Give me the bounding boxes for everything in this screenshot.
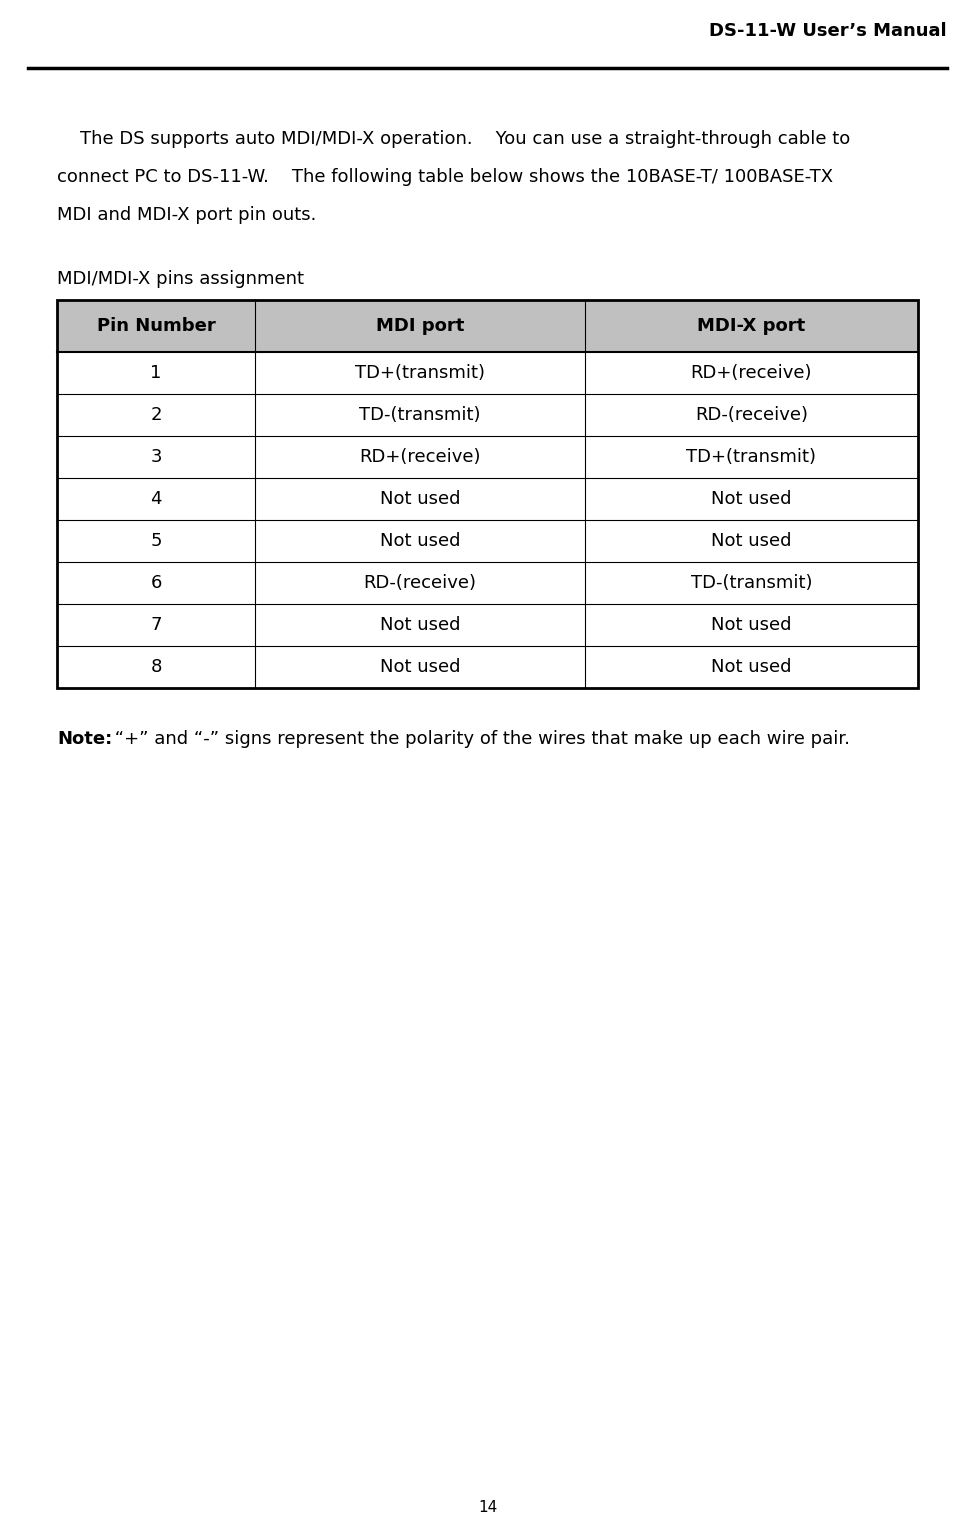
Text: Not used: Not used	[711, 532, 792, 550]
Text: RD+(receive): RD+(receive)	[359, 448, 481, 466]
Text: 2: 2	[150, 407, 162, 424]
Text: 6: 6	[150, 573, 162, 592]
Text: 14: 14	[478, 1500, 497, 1515]
Text: Not used: Not used	[711, 657, 792, 676]
Text: 7: 7	[150, 616, 162, 635]
Text: Not used: Not used	[379, 532, 460, 550]
Text: TD+(transmit): TD+(transmit)	[686, 448, 816, 466]
Text: DS-11-W User’s Manual: DS-11-W User’s Manual	[710, 21, 947, 40]
Bar	[57, 300, 918, 352]
Text: MDI/MDI-X pins assignment: MDI/MDI-X pins assignment	[57, 271, 304, 287]
Text: 1: 1	[150, 364, 162, 382]
Text: Not used: Not used	[379, 489, 460, 508]
Text: TD+(transmit): TD+(transmit)	[355, 364, 485, 382]
Text: MDI-X port: MDI-X port	[697, 317, 805, 335]
Text: Not used: Not used	[379, 616, 460, 635]
Text: connect PC to DS-11-W.    The following table below shows the 10BASE-T/ 100BASE-: connect PC to DS-11-W. The following tab…	[57, 168, 833, 187]
Text: “+” and “-” signs represent the polarity of the wires that make up each wire pai: “+” and “-” signs represent the polarity…	[109, 729, 850, 748]
Text: 3: 3	[150, 448, 162, 466]
Text: Not used: Not used	[379, 657, 460, 676]
Text: Note:: Note:	[57, 729, 112, 748]
Text: MDI port: MDI port	[375, 317, 464, 335]
Text: TD-(transmit): TD-(transmit)	[359, 407, 481, 424]
Bar	[57, 300, 918, 688]
Text: 8: 8	[150, 657, 162, 676]
Text: RD-(receive): RD-(receive)	[695, 407, 808, 424]
Text: MDI and MDI-X port pin outs.: MDI and MDI-X port pin outs.	[57, 206, 316, 225]
Text: Not used: Not used	[711, 616, 792, 635]
Text: Pin Number: Pin Number	[97, 317, 215, 335]
Text: Not used: Not used	[711, 489, 792, 508]
Text: RD-(receive): RD-(receive)	[364, 573, 477, 592]
Text: The DS supports auto MDI/MDI-X operation.    You can use a straight-through cabl: The DS supports auto MDI/MDI-X operation…	[57, 130, 850, 148]
Text: RD+(receive): RD+(receive)	[690, 364, 812, 382]
Text: TD-(transmit): TD-(transmit)	[690, 573, 812, 592]
Text: 4: 4	[150, 489, 162, 508]
Text: 5: 5	[150, 532, 162, 550]
